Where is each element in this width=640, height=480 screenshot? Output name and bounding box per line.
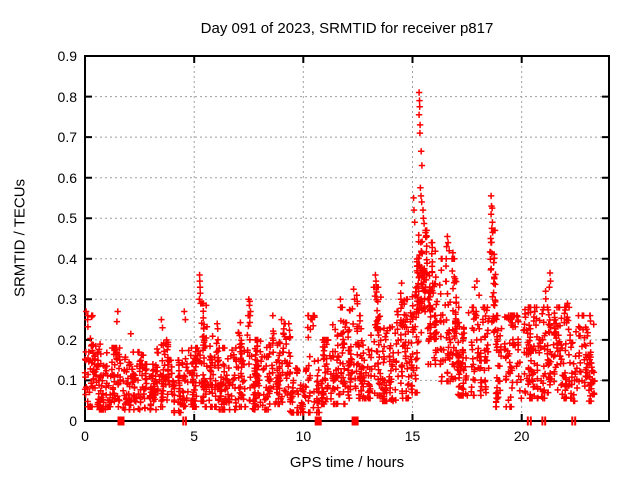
y-tick-label: 0.9 (57, 48, 77, 64)
x-tick-label: 15 (404, 428, 421, 444)
y-tick-label: 0 (69, 413, 77, 429)
x-tick-label: 5 (190, 428, 199, 444)
y-tick-label: 0.8 (57, 88, 77, 105)
y-tick-label: 0.3 (57, 291, 77, 308)
plot-border (84, 55, 610, 422)
x-tick-label: 10 (295, 428, 312, 444)
y-tick-label: 0.7 (57, 129, 77, 146)
x-axis-label: GPS time / hours (289, 454, 405, 471)
y-axis-label: SRMTID / TECUs (11, 178, 29, 298)
y-tick-label: 0.2 (57, 331, 77, 348)
y-tick-label: 0.6 (57, 169, 77, 186)
y-tick-label: 0.4 (57, 250, 77, 267)
axis-ticks (84, 55, 609, 422)
x-tick-label: 0 (81, 428, 89, 444)
chart-title: Day 091 of 2023, SRMTID for receiver p81… (200, 20, 494, 37)
grid-lines (85, 56, 609, 421)
y-tick-label: 0.1 (57, 372, 77, 389)
zero-marks (117, 416, 577, 426)
data-points (81, 89, 598, 416)
x-tick-label: 20 (513, 428, 530, 444)
y-tick-label: 0.5 (57, 210, 77, 227)
